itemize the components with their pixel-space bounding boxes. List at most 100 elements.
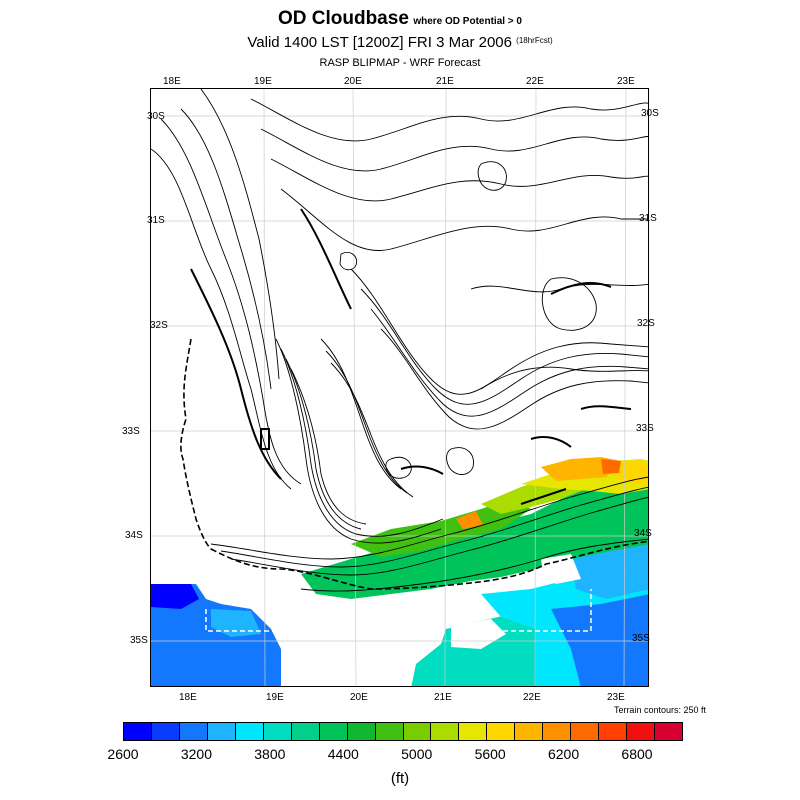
contour-ridge-7	[330, 362, 414, 498]
lat-right-33s: 33S	[636, 423, 654, 434]
bold-contour-4	[580, 405, 632, 410]
field-west-blue	[151, 584, 281, 686]
chart-title: OD Cloudbase where OD Potential > 0	[0, 8, 800, 30]
contour-mid-2	[350, 268, 648, 395]
contour-ridge-3	[285, 358, 362, 530]
lon-bottom-18e: 18E	[179, 692, 197, 703]
contour-north-3	[270, 158, 648, 202]
legend-swatch	[207, 723, 236, 740]
contour-ridge-1	[275, 338, 442, 544]
legend-swatch	[543, 723, 572, 740]
bold-contour-3	[550, 282, 612, 295]
contour-west-3	[180, 108, 272, 390]
contour-west-1	[151, 148, 292, 490]
contour-west-4	[200, 89, 280, 380]
contour-mid-3	[360, 288, 648, 405]
legend-swatch	[459, 723, 488, 740]
lat-left-33s: 33S	[122, 426, 140, 437]
coastline-south	[210, 540, 648, 590]
contour-closed-4	[339, 252, 358, 271]
contour-mid-1	[280, 188, 648, 251]
model-line: RASP BLIPMAP - WRF Forecast	[319, 57, 481, 69]
valid-time-line: Valid 1400 LST [1200Z] FRI 3 Mar 2006 (1…	[0, 34, 800, 51]
legend-swatch	[319, 723, 348, 740]
contour-mid-5	[380, 328, 648, 430]
coastline	[180, 338, 648, 590]
map-panel: 18E 19E 20E 21E 22E 23E	[150, 88, 649, 687]
contour-coast-3	[230, 496, 648, 576]
lon-top-18e-label: 18E	[163, 76, 181, 87]
legend-swatch	[235, 723, 264, 740]
legend-swatch	[599, 723, 628, 740]
lat-left-32s: 32S	[150, 320, 168, 331]
bold-contours	[190, 208, 632, 505]
map-canvas	[151, 89, 648, 686]
contour-ridge-2	[280, 348, 444, 537]
contour-coast-1	[210, 476, 648, 560]
lon-top-20e-label: 20E	[344, 76, 362, 87]
contour-ridge-5	[320, 338, 402, 490]
valid-time: Valid 1400 LST [1200Z] FRI 3 Mar 2006	[247, 34, 512, 51]
legend-swatch	[179, 723, 208, 740]
field-orange-west	[456, 511, 483, 529]
meridian-21e	[444, 89, 447, 686]
legend-units: (ft)	[390, 770, 410, 787]
legend-swatch	[151, 723, 180, 740]
legend-swatch	[375, 723, 404, 740]
legend-swatch	[487, 723, 516, 740]
contour-closed-3	[446, 447, 474, 475]
cloudbase-fill	[151, 457, 648, 686]
boundary-west	[205, 609, 296, 632]
color-legend-bar	[123, 722, 683, 741]
legend-label: 6800	[621, 746, 653, 762]
terrain-contours	[151, 89, 648, 592]
contour-closed-2	[385, 456, 412, 479]
field-gap-1	[281, 624, 411, 686]
field-gold	[611, 461, 648, 484]
bold-contour-1	[190, 268, 282, 480]
meridian-22e	[534, 89, 537, 686]
lon-top-19e-label: 19E	[254, 76, 272, 87]
contour-west-2	[160, 118, 302, 485]
field-gap-3	[541, 554, 581, 584]
lon-top-23e-label: 23E	[617, 76, 635, 87]
legend-swatch	[431, 723, 460, 740]
legend-label: 5600	[474, 746, 506, 762]
boundary-east	[471, 589, 592, 632]
field-gap-2	[451, 619, 506, 649]
contour-north-2	[260, 128, 648, 172]
legend-label: 6200	[547, 746, 580, 762]
legend-swatch	[124, 723, 152, 740]
contour-mid-4	[370, 308, 648, 417]
forecast-hours: (18hrFcst)	[516, 36, 553, 45]
contour-coast-2	[220, 486, 648, 568]
legend-swatch	[291, 723, 320, 740]
contour-north-1	[250, 98, 648, 142]
meridian-23e	[623, 89, 627, 686]
meridian-20e	[352, 89, 357, 686]
bold-contour-5	[400, 465, 444, 475]
field-west-cyan	[211, 609, 261, 637]
legend-swatch	[655, 723, 683, 740]
contour-east-2	[480, 366, 648, 390]
lat-left-34s: 34S	[125, 530, 143, 541]
contour-closed-5	[477, 161, 507, 191]
terrain-contour-note: Terrain contours: 250 ft	[613, 705, 706, 715]
lat-left-35s: 35S	[130, 635, 148, 646]
lat-left-30s: 30S	[147, 111, 165, 122]
lat-right-31s: 31S	[639, 213, 657, 224]
lon-top-22e-label: 22E	[526, 76, 544, 87]
title-condition: where OD Potential > 0	[413, 16, 522, 27]
contour-south-1	[300, 538, 648, 592]
coastline-west	[180, 338, 212, 550]
lon-bottom-20e: 20E	[350, 692, 368, 703]
lon-bottom-19e: 19E	[266, 692, 284, 703]
meridian-19e	[263, 89, 266, 686]
contour-closed-1	[541, 277, 597, 331]
lon-top-21e-label: 21E	[436, 76, 454, 87]
legend-swatch	[571, 723, 600, 740]
lat-right-30s: 30S	[641, 108, 659, 119]
contour-ridge-6	[325, 350, 408, 494]
graticule	[151, 89, 648, 686]
boundary-lines	[205, 589, 592, 632]
